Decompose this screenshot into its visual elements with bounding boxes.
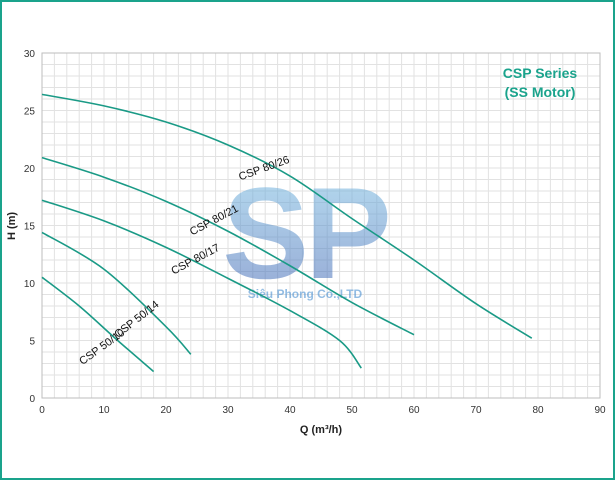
x-tick-label: 90 [594, 405, 606, 416]
axes: 0 10 20 30 40 50 60 70 80 90 0 5 10 15 20 25 30 [24, 49, 606, 416]
plot-border [41, 52, 601, 399]
y-tick-label: 20 [24, 164, 36, 175]
watermark-logo: SP Siêu Phong Co.,LTD [222, 160, 392, 306]
curve-csp-80-17 [41, 199, 362, 369]
curve-label-csp-50-10: CSP 50/10 [77, 327, 127, 368]
x-tick-label: 10 [98, 405, 110, 416]
curve-csp-80-26 [41, 93, 533, 339]
y-tick-label: 15 [24, 222, 36, 233]
chart-title-line-1: CSP Series [503, 65, 578, 81]
y-tick-label: 5 [29, 337, 35, 348]
curve-csp-50-14 [41, 231, 192, 355]
chart-title-line-2: (SS Motor) [505, 84, 576, 100]
x-tick-label: 50 [346, 405, 358, 416]
watermark-logo-text: SP [222, 160, 388, 306]
x-tick-label: 0 [39, 405, 45, 416]
x-tick-label: 20 [160, 405, 172, 416]
curve-csp-80-21 [41, 156, 415, 336]
watermark-company-text: Siêu Phong Co.,LTD [248, 287, 363, 301]
y-tick-label: 25 [24, 107, 36, 118]
x-axis-label: Q (m³/h) [300, 424, 342, 436]
y-axis-label: H (m) [6, 212, 18, 240]
y-tick-label: 10 [24, 279, 36, 290]
y-tick-label: 30 [24, 49, 36, 60]
y-tick-label: 0 [29, 394, 35, 405]
x-tick-label: 30 [222, 405, 234, 416]
x-tick-label: 70 [470, 405, 482, 416]
x-tick-label: 60 [408, 405, 420, 416]
x-tick-label: 80 [532, 405, 544, 416]
curve-csp-50-10 [41, 276, 155, 373]
x-tick-label: 40 [284, 405, 296, 416]
